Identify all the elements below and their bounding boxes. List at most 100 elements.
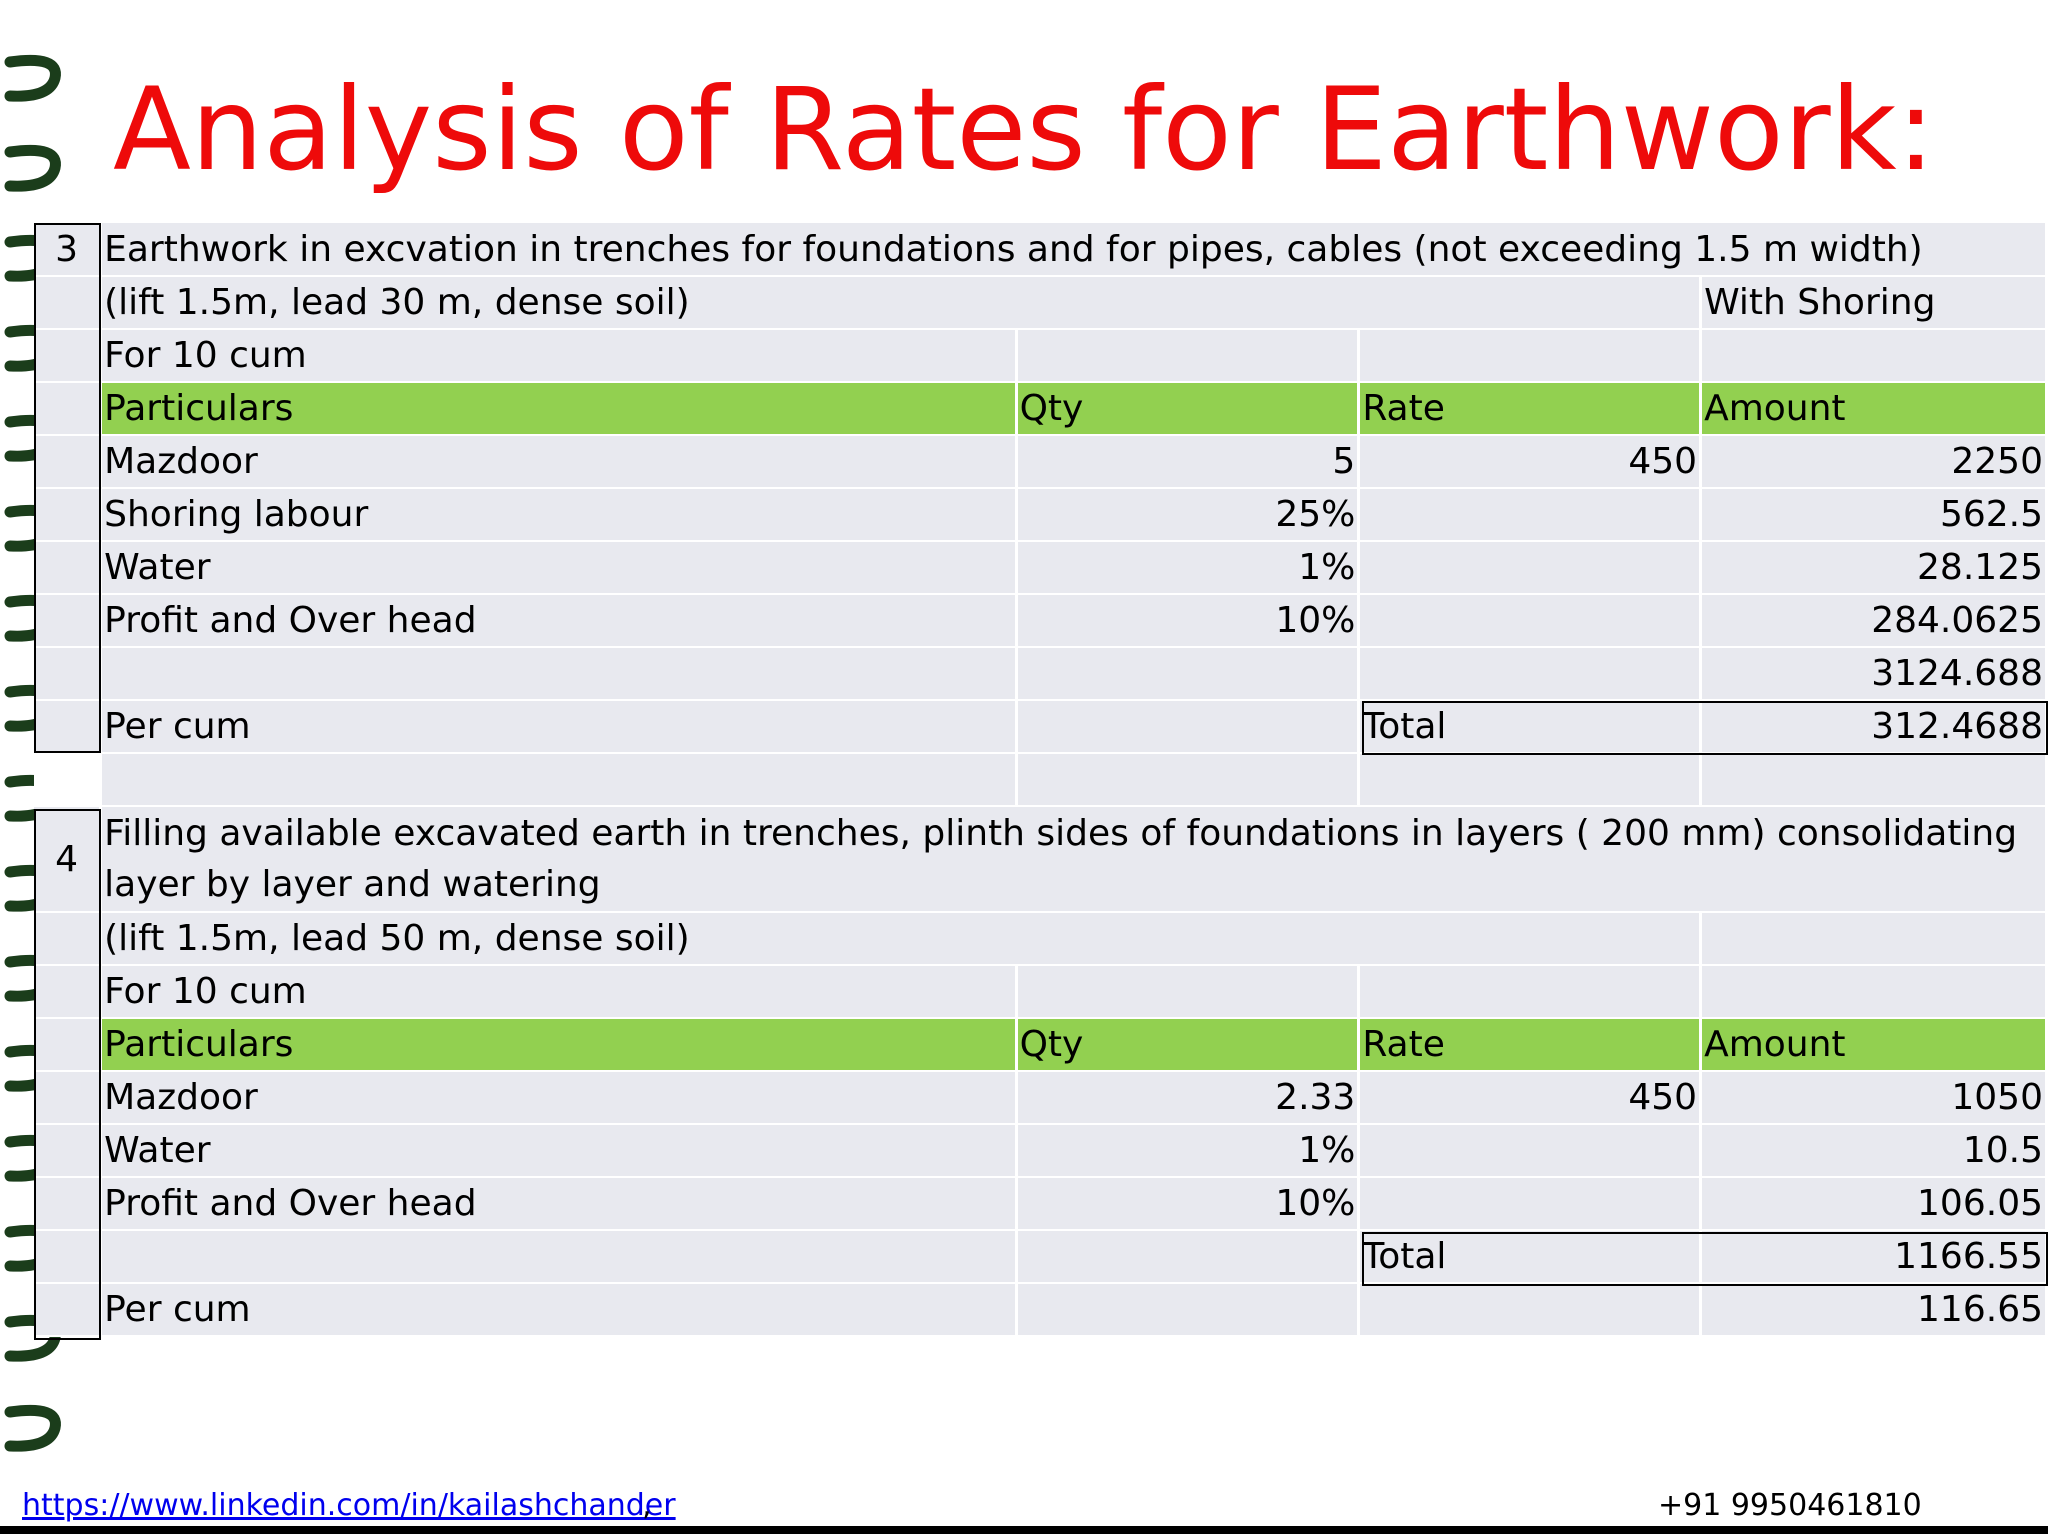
- empty-cell: [100, 753, 1018, 807]
- page-title: Analysis of Rates for Earthwork:: [112, 63, 1936, 196]
- rate-cell: [1358, 1124, 1703, 1178]
- item4-total-row: Total 1166.55: [34, 1230, 2048, 1284]
- item4-description-row: 4 Filling available excavated earth in t…: [34, 806, 2048, 913]
- item4-number-cell: [34, 1230, 103, 1284]
- item4-per-cum-row: Per cum 116.65: [34, 1283, 2048, 1337]
- item3-number-cell: [34, 382, 103, 436]
- item3-number: 3: [34, 223, 103, 277]
- phone-number: +91 9950461810: [1658, 1488, 1922, 1523]
- bottom-rule: [0, 1526, 2048, 1534]
- item4-number-cell: [34, 912, 103, 966]
- empty-cell: [1016, 647, 1361, 701]
- empty-cell: [1016, 753, 1361, 807]
- qty-cell: 5: [1016, 435, 1361, 489]
- header-amount: Amount: [1700, 382, 2048, 436]
- header-qty: Qty: [1016, 382, 1361, 436]
- item4-number-cell: [34, 1124, 103, 1178]
- item3-conditions: (lift 1.5m, lead 30 m, dense soil): [100, 276, 1703, 330]
- item3-number-cell: [34, 276, 103, 330]
- particulars-cell: Mazdoor: [100, 1071, 1018, 1125]
- qty-cell: 25%: [1016, 488, 1361, 542]
- item3-total-value: 312.4688: [1700, 700, 2048, 754]
- particulars-cell: Water: [100, 1124, 1018, 1178]
- particulars-cell: Mazdoor: [100, 435, 1018, 489]
- empty-cell: [1358, 647, 1703, 701]
- rate-cell: [1358, 594, 1703, 648]
- item3-header-row: Particulars Qty Rate Amount: [34, 382, 2048, 436]
- amount-cell: 562.5: [1700, 488, 2048, 542]
- table-row: Mazdoor 2.33 450 1050: [34, 1071, 2048, 1125]
- rate-cell: 450: [1358, 435, 1703, 489]
- item4-per-cum-value: 116.65: [1700, 1283, 2048, 1337]
- footer-comma: ,: [642, 1488, 652, 1523]
- item3-number-cell: [34, 488, 103, 542]
- item3-description-row: 3 Earthwork in excvation in trenches for…: [34, 223, 2048, 277]
- table-row: Shoring labour 25% 562.5: [34, 488, 2048, 542]
- particulars-cell: Water: [100, 541, 1018, 595]
- item3-description: Earthwork in excvation in trenches for f…: [100, 223, 2048, 277]
- rate-cell: [1358, 1177, 1703, 1231]
- item3-total-row: Per cum Total 312.4688: [34, 700, 2048, 754]
- table-row: Profit and Over head 10% 106.05: [34, 1177, 2048, 1231]
- qty-cell: 10%: [1016, 594, 1361, 648]
- qty-cell: 1%: [1016, 1124, 1361, 1178]
- item3-total-label: Total: [1358, 700, 1703, 754]
- table-row: Profit and Over head 10% 284.0625: [34, 594, 2048, 648]
- item3-number-cell: [34, 594, 103, 648]
- empty-cell: [1016, 329, 1361, 383]
- header-qty: Qty: [1016, 1018, 1361, 1072]
- empty-cell: [100, 647, 1018, 701]
- header-amount: Amount: [1700, 1018, 2048, 1072]
- qty-cell: 10%: [1016, 1177, 1361, 1231]
- table-row: Mazdoor 5 450 2250: [34, 435, 2048, 489]
- empty-cell: [34, 753, 103, 807]
- rate-cell: 450: [1358, 1071, 1703, 1125]
- item3-note: With Shoring: [1700, 276, 2048, 330]
- item4-number-cell: [34, 1177, 103, 1231]
- empty-cell: [1358, 753, 1703, 807]
- amount-cell: 284.0625: [1700, 594, 2048, 648]
- empty-cell: [1358, 329, 1703, 383]
- rate-cell: [1358, 541, 1703, 595]
- amount-cell: 106.05: [1700, 1177, 2048, 1231]
- amount-cell: 1050: [1700, 1071, 2048, 1125]
- amount-cell: 2250: [1700, 435, 2048, 489]
- item4-basis: For 10 cum: [100, 965, 1018, 1019]
- table-row: Water 1% 10.5: [34, 1124, 2048, 1178]
- item4-number-cell: [34, 1018, 103, 1072]
- item4-basis-row: For 10 cum: [34, 965, 2048, 1019]
- item3-subtotal-row: 3124.688: [34, 647, 2048, 701]
- item3-number-cell: [34, 329, 103, 383]
- rate-analysis-table: 3 Earthwork in excvation in trenches for…: [34, 223, 2048, 1337]
- spacer-row: [34, 753, 2048, 807]
- item3-basis: For 10 cum: [100, 329, 1018, 383]
- rate-cell: [1358, 488, 1703, 542]
- empty-cell: [1700, 965, 2048, 1019]
- item3-number-cell: [34, 541, 103, 595]
- empty-cell: [1700, 329, 2048, 383]
- item4-number-cell: [34, 1283, 103, 1337]
- empty-cell: [1016, 700, 1361, 754]
- item4-number-cell: [34, 1071, 103, 1125]
- empty-cell: [1358, 965, 1703, 1019]
- empty-cell: [1358, 1283, 1703, 1337]
- item3-subtotal: 3124.688: [1700, 647, 2048, 701]
- amount-cell: 10.5: [1700, 1124, 2048, 1178]
- qty-cell: 1%: [1016, 541, 1361, 595]
- item4-description: Filling available excavated earth in tre…: [100, 806, 2048, 913]
- item3-number-cell: [34, 700, 103, 754]
- empty-cell: [100, 1230, 1018, 1284]
- particulars-cell: Shoring labour: [100, 488, 1018, 542]
- empty-cell: [1016, 1283, 1361, 1337]
- qty-cell: 2.33: [1016, 1071, 1361, 1125]
- item3-basis-row: For 10 cum: [34, 329, 2048, 383]
- linkedin-link[interactable]: https://www.linkedin.com/in/kailashchand…: [22, 1488, 676, 1523]
- item4-number: 4: [34, 806, 103, 913]
- header-particulars: Particulars: [100, 382, 1018, 436]
- item3-number-cell: [34, 647, 103, 701]
- amount-cell: 28.125: [1700, 541, 2048, 595]
- empty-cell: [1700, 912, 2048, 966]
- particulars-cell: Profit and Over head: [100, 594, 1018, 648]
- item4-conditions: (lift 1.5m, lead 50 m, dense soil): [100, 912, 1703, 966]
- item4-conditions-row: (lift 1.5m, lead 50 m, dense soil): [34, 912, 2048, 966]
